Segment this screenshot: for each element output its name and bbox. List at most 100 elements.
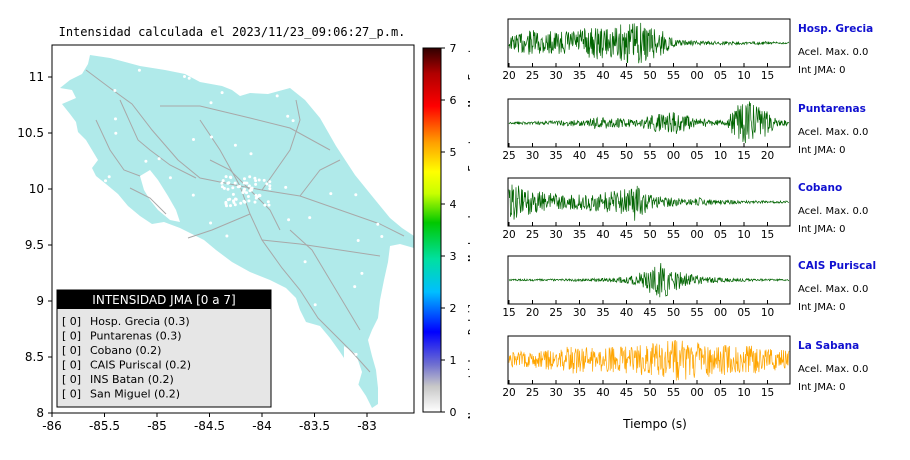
city-dot [144,159,148,163]
costa-rica-land [60,55,414,408]
trace-tick-label: 00 [690,70,703,82]
city-dot [233,181,237,185]
city-dot [99,185,103,189]
x-tick-label: -85.5 [89,419,120,433]
trace-tick-label: 55 [667,70,680,82]
x-tick-label: -84 [252,419,272,433]
y-tick-label: 9 [36,294,44,308]
city-dot [279,317,282,321]
city-dot [243,200,247,204]
station-intensity: Int JMA: 0 [798,224,846,235]
city-dot [325,109,329,113]
waveform-line [508,339,790,381]
city-dot [356,239,360,242]
legend-item-label: San Miguel (0.2) [90,388,180,401]
trace-tick-label: 50 [667,307,680,319]
trace-tick-label: 15 [761,229,774,241]
city-dot [234,197,237,201]
city-dot [168,176,172,180]
colorbar-category-label: Fuerte [466,132,470,172]
waveform-line [508,184,789,221]
city-dot [324,342,328,346]
colorbar-tick-label: 6 [450,94,457,107]
trace-tick-label: 15 [761,70,774,82]
city-dot [268,180,272,184]
trace-tick-label: 50 [643,387,656,399]
trace-tick-label: 05 [714,229,727,241]
city-dot [205,78,209,82]
map-frame [51,44,415,414]
city-dot [172,215,176,218]
city-dot [192,138,195,141]
city-dot [246,195,250,198]
city-dot [257,178,261,182]
city-dot [353,285,357,289]
legend-item-label: Hosp. Grecia (0.3) [90,315,190,328]
city-dot [337,122,341,125]
city-dot [253,200,257,204]
city-dot [226,198,230,202]
colorbar-gradient [422,47,442,413]
city-dot [255,195,259,199]
city-dot [329,192,333,196]
y-tick-label: 10 [29,182,44,196]
trace-tick-label: 40 [596,229,609,241]
trace-tick-label: 00 [690,387,703,399]
city-dot [354,352,358,356]
legend-item-label: CAIS Puriscal (0.2) [90,359,191,372]
trace-tick-label: 10 [737,387,750,399]
trace-tick-label: 05 [690,150,703,162]
trace-tick-label: 45 [596,150,609,162]
city-dot [249,152,253,156]
city-dot [113,89,117,92]
trace-tick-label: 45 [620,387,633,399]
station-intensity: Int JMA: 0 [798,145,846,156]
city-dot [376,222,380,226]
city-dot [254,182,258,186]
trace-tick-label: 55 [667,229,680,241]
city-dot [360,271,364,275]
map-x-axis: -86 -85.5 -85 -84.5 -84 -83.5 -83 [42,413,377,433]
station-name: La Sabana [798,340,859,352]
colorbar-category-label: Muy Fuerte [466,41,470,107]
city-dot [157,256,161,260]
trace-tick-label: 05 [714,70,727,82]
legend-box [56,289,272,408]
trace-tick-label: 15 [761,387,774,399]
station-accel: Acel. Max. 0.0 [798,127,868,138]
x-tick-label: -86 [42,419,62,433]
city-dot [233,143,237,147]
legend-item-code: [ 0] [62,373,81,386]
city-dot [107,175,111,179]
city-dot [157,157,161,161]
trace-tick-label: 45 [643,307,656,319]
trace-tick-label: 50 [643,229,656,241]
city-dot [183,75,186,78]
trace-tick-label: 30 [549,387,562,399]
trace-tick-label: 30 [549,70,562,82]
city-dot [228,175,232,179]
trace-tick-label: 25 [526,229,539,241]
trace-tick-label: 20 [526,307,539,319]
city-dot [187,76,191,80]
city-dot [209,101,213,105]
legend-title: INTENSIDAD JMA [0 a 7] [92,293,235,307]
trace-tick-label: 15 [737,150,750,162]
city-dot [249,188,253,192]
city-dot [191,193,195,197]
legend-item-label: Puntarenas (0.3) [90,330,182,343]
colorbar-ticks: 7 6 5 4 3 2 1 0 [441,42,457,419]
city-dot [313,303,317,307]
city-dot [226,187,230,191]
y-tick-label: 11 [29,70,44,84]
station-accel: Acel. Max. 0.0 [798,47,868,58]
city-dot [380,235,384,238]
city-dot [263,203,267,207]
legend-item-code: [ 0] [62,388,81,401]
trace-tick-label: 00 [714,307,727,319]
trace-tick-label: 40 [620,307,633,319]
map-title: Intensidad calculada el 2023/11/23_09:06… [59,25,406,39]
city-dot [262,178,266,182]
gulf-of-nicoya [140,170,180,222]
colorbar-tick-label: 3 [450,250,457,263]
